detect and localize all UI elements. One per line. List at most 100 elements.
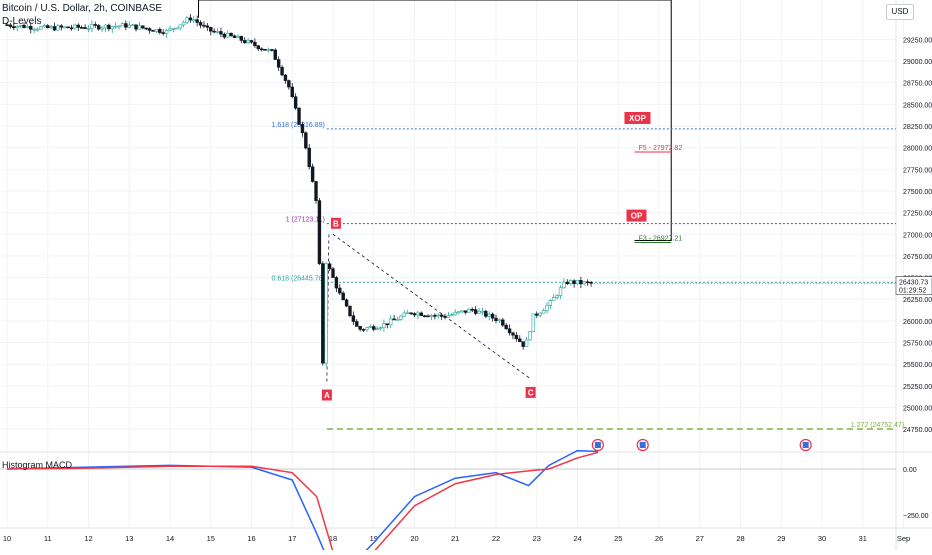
candle-body xyxy=(222,33,227,38)
candle-body xyxy=(158,29,162,33)
candle-body xyxy=(175,27,179,30)
candle-body xyxy=(270,49,274,51)
fib-level-label: 1 (27123.11) xyxy=(286,217,325,224)
candle-body xyxy=(256,45,260,50)
macd-y-tick-label: −250.00 xyxy=(903,513,929,520)
candle-body xyxy=(579,280,583,285)
candle-body xyxy=(378,327,383,330)
candle-body xyxy=(100,27,104,30)
price-tag-value: 26430.73 xyxy=(899,280,928,287)
candle-body xyxy=(229,32,233,37)
xop-box xyxy=(198,0,672,242)
x-tick-label: 31 xyxy=(859,534,867,543)
price-tag-box xyxy=(895,276,932,295)
pattern-point-box xyxy=(330,217,341,229)
candle-body xyxy=(494,317,498,322)
candle-body xyxy=(59,25,64,28)
candle-body xyxy=(521,341,525,347)
candle-body xyxy=(226,32,230,38)
candle-body xyxy=(209,26,213,32)
candle-body xyxy=(293,96,298,109)
target-marker-label: XOP xyxy=(629,114,647,123)
y-tick-label: 26750.00 xyxy=(903,254,932,261)
candle-body xyxy=(107,24,111,30)
y-tick-label: 26000.00 xyxy=(903,319,932,326)
pattern-point-label: A xyxy=(324,391,330,400)
x-tick-label: Sep xyxy=(897,534,910,543)
candle-body xyxy=(518,338,522,342)
candle-body xyxy=(365,327,369,330)
candle-body xyxy=(334,277,339,289)
x-tick-label: 23 xyxy=(533,534,541,543)
candle-body xyxy=(372,326,376,330)
candle-body xyxy=(276,59,281,68)
candle-body xyxy=(243,40,247,43)
candle-body xyxy=(154,29,159,32)
candle-body xyxy=(501,319,505,326)
candle-body xyxy=(93,24,97,26)
candle-body xyxy=(317,200,322,264)
candle-body xyxy=(69,27,74,30)
candle-body xyxy=(181,21,186,26)
candle-body xyxy=(456,311,461,314)
x-tick-label: 17 xyxy=(288,534,296,543)
pattern-leg-bc xyxy=(332,233,531,380)
candle-body xyxy=(124,23,128,28)
fib-level-label: 1.618 (28216.89) xyxy=(272,122,325,129)
candle-body xyxy=(232,35,237,38)
candle-body xyxy=(439,314,444,317)
candle-body xyxy=(422,315,427,318)
candle-body xyxy=(259,48,264,51)
candle-body xyxy=(426,315,430,318)
candle-body xyxy=(470,308,474,311)
candle-body xyxy=(35,28,40,31)
x-tick-label: 30 xyxy=(818,534,826,543)
signal-line xyxy=(6,451,599,555)
target-marker-label: OP xyxy=(631,212,643,221)
candle-body xyxy=(236,36,240,38)
x-tick-label: 22 xyxy=(492,534,500,543)
candle-body xyxy=(164,30,169,34)
candle-body xyxy=(249,40,254,43)
candle-body xyxy=(219,31,223,35)
candle-body xyxy=(76,24,81,28)
candle-body xyxy=(300,124,305,134)
candle-body xyxy=(487,313,491,317)
price-tag-countdown: 01:29:52 xyxy=(899,288,926,295)
candle-body xyxy=(450,314,454,316)
candle-body xyxy=(188,17,193,21)
candle-body xyxy=(511,332,515,336)
macd-y-tick-label: 0.00 xyxy=(903,467,917,474)
x-tick-label: 21 xyxy=(451,534,459,543)
candle-body xyxy=(297,107,301,125)
y-tick-label: 27750.00 xyxy=(903,167,932,174)
candle-body xyxy=(253,41,257,47)
candle-body xyxy=(283,74,288,81)
candle-body xyxy=(280,66,284,76)
candle-body xyxy=(589,281,593,284)
candle-body xyxy=(416,312,420,316)
candle-body xyxy=(341,292,345,301)
candle-body xyxy=(572,280,576,285)
candle-body xyxy=(429,315,434,317)
macd-label: Histogram MACD xyxy=(2,460,73,470)
currency-button[interactable]: USD xyxy=(886,4,914,20)
candle-body xyxy=(198,22,203,26)
candle-body xyxy=(351,315,356,322)
candle-body xyxy=(18,24,23,27)
candle-body xyxy=(504,324,508,330)
candle-body xyxy=(141,25,145,29)
candle-body xyxy=(113,25,118,28)
candle-body xyxy=(144,27,148,30)
candle-body xyxy=(558,287,563,296)
candle-body xyxy=(12,26,16,28)
candle-body xyxy=(212,30,216,33)
y-tick-label: 24750.00 xyxy=(903,427,932,434)
event-flag-inner xyxy=(594,442,601,448)
candle-body xyxy=(195,19,199,23)
x-tick-label: 12 xyxy=(84,534,92,543)
candle-body xyxy=(344,299,349,307)
candle-body xyxy=(555,295,559,298)
